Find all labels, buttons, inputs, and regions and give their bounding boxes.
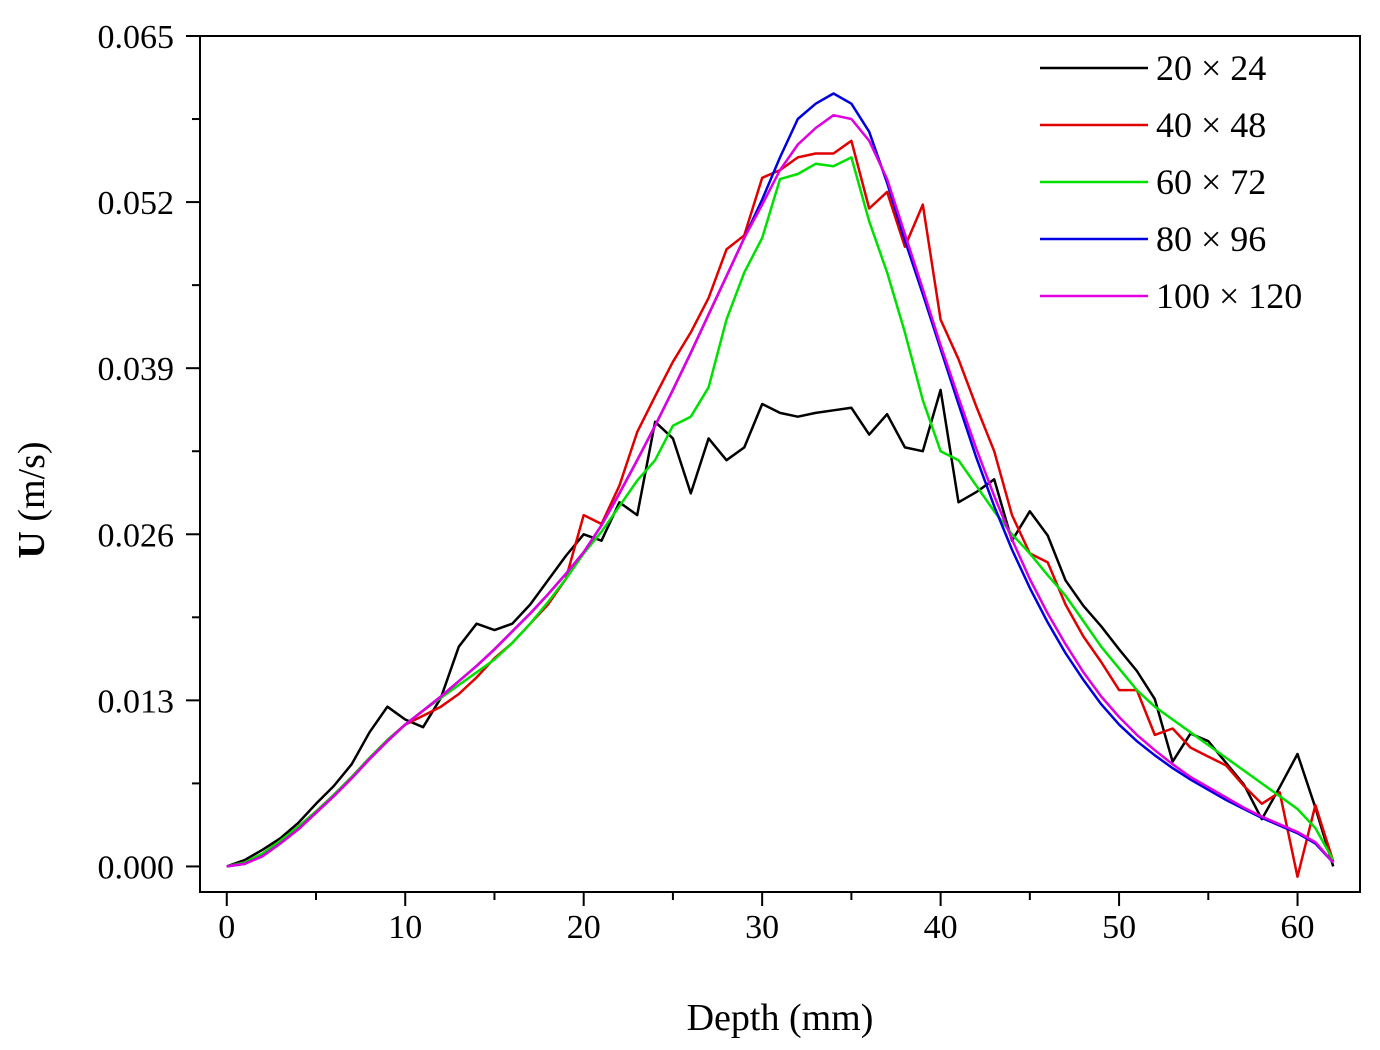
x-tick-label: 40 <box>924 909 958 946</box>
x-tick-label: 60 <box>1281 909 1315 946</box>
legend-label-1: 20 × 24 <box>1156 48 1266 88</box>
series-lines <box>226 92 1335 878</box>
y-axis-title-unit: (m/s) <box>11 441 53 531</box>
y-tick-label: 0.013 <box>98 683 175 720</box>
x-tick-label: 50 <box>1102 909 1136 946</box>
axis-ticks <box>186 35 1299 906</box>
legend-label-2: 40 × 48 <box>1156 105 1266 145</box>
series-line-5 <box>226 113 1335 868</box>
series-line-4 <box>226 92 1335 868</box>
series-line-1 <box>226 388 1335 868</box>
y-tick-label: 0.039 <box>98 351 175 388</box>
tick-labels: 0 10 20 30 40 50 60 0.000 0.013 0.026 0.039 0.052 0.… <box>98 19 1315 946</box>
x-tick-label: 30 <box>745 909 779 946</box>
y-tick-label: 0.052 <box>98 185 175 222</box>
y-tick-label: 0.000 <box>98 849 175 886</box>
x-tick-label: 0 <box>218 909 235 946</box>
y-axis-title: U (m/s) <box>11 441 53 558</box>
y-axis-title-variable: U <box>11 531 53 558</box>
legend-label-5: 100 × 120 <box>1156 276 1302 316</box>
x-tick-label: 20 <box>567 909 601 946</box>
legend-label-4: 80 × 96 <box>1156 219 1266 259</box>
legend: 20 × 24 40 × 48 60 × 72 80 × 96 100 × 120 <box>1040 48 1302 316</box>
plot-frame <box>199 35 1361 893</box>
y-tick-label: 0.026 <box>98 517 175 554</box>
x-axis-title: Depth (mm) <box>687 997 874 1039</box>
legend-label-3: 60 × 72 <box>1156 162 1266 202</box>
y-tick-label: 0.065 <box>98 19 175 56</box>
x-tick-label: 10 <box>388 909 422 946</box>
